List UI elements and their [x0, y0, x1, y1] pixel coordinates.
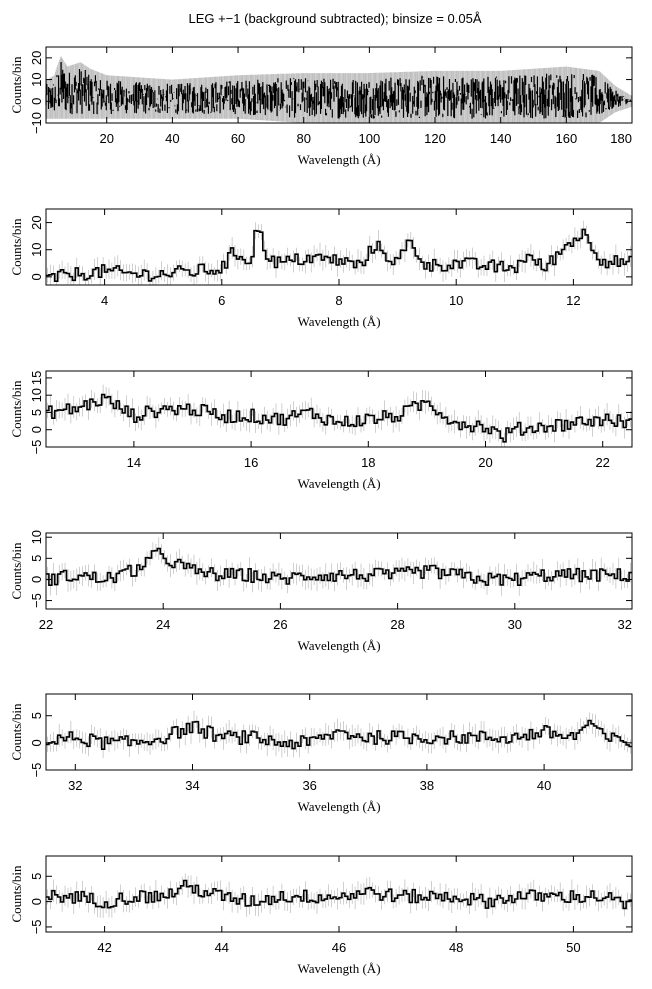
x-tick-label: 80: [296, 131, 310, 146]
y-tick-label: 5: [29, 409, 44, 416]
spectrum-6: [46, 873, 632, 918]
x-tick-label: 60: [231, 131, 245, 146]
y-tick-label: −10: [29, 112, 44, 134]
x-tick-label: 44: [215, 940, 229, 955]
y-tick-label: 0: [29, 576, 44, 583]
x-tick-label: 34: [185, 778, 199, 793]
y-tick-label: 0: [29, 426, 44, 433]
x-tick-label: 40: [537, 778, 551, 793]
error-bars: [47, 873, 631, 918]
y-tick-label: −5: [29, 919, 44, 934]
x-axis-label: Wavelength (Å): [297, 638, 380, 653]
y-tick-label: 0: [29, 98, 44, 105]
x-tick-label: 42: [97, 940, 111, 955]
x-tick-label: 180: [610, 131, 632, 146]
y-axis-label: Counts/bin: [9, 56, 24, 114]
x-tick-label: 50: [566, 940, 580, 955]
plot-frame: [45, 693, 633, 771]
y-tick-label: 0: [29, 739, 44, 746]
panel-4: 22 24 26 28 30 32 −5 0 5 10 Wavelength (Å) Counts/b…: [9, 530, 633, 653]
error-bars: [47, 384, 631, 447]
y-tick-label: 15: [29, 371, 44, 385]
error-bars: [47, 710, 631, 759]
y-tick-label: 10: [29, 242, 44, 256]
x-tick-label: 28: [390, 617, 404, 632]
y-tick-label: 10: [29, 388, 44, 402]
y-tick-label: −5: [29, 593, 44, 608]
y-tick-label: 20: [29, 51, 44, 65]
y-tick-label: −5: [29, 763, 44, 778]
error-bars: [47, 537, 631, 596]
y-tick-label: 0: [29, 273, 44, 280]
x-tick-label: 18: [361, 455, 375, 470]
y-tick-label: 0: [29, 898, 44, 905]
spectrum-2: [46, 220, 632, 285]
panel-2: 4 6 8 10 12 0 10 20 Wavelength (Å) Counts/bin: [9, 208, 633, 329]
x-tick-label: 22: [39, 617, 53, 632]
x-tick-label: 160: [555, 131, 577, 146]
x-tick-label: 12: [566, 293, 580, 308]
x-tick-label: 16: [244, 455, 258, 470]
data-histogram: [46, 228, 632, 282]
data-histogram: [46, 879, 632, 910]
data-histogram: [46, 547, 632, 586]
x-tick-label: 10: [449, 293, 463, 308]
y-tick-label: 10: [29, 530, 44, 544]
x-tick-label: 38: [420, 778, 434, 793]
x-tick-label: 22: [595, 455, 609, 470]
x-axis-label: Wavelength (Å): [297, 799, 380, 814]
y-tick-label: 5: [29, 555, 44, 562]
y-axis-label: Counts/bin: [9, 542, 24, 600]
x-axis-label: Wavelength (Å): [297, 961, 380, 976]
x-tick-label: 20: [99, 131, 113, 146]
spectrum-1: [45, 56, 632, 123]
panel-3: 14 16 18 20 22 −5 0 5 10 15 Wavelength (Å) Counts/b…: [9, 370, 633, 491]
y-axis-label: Counts/bin: [9, 218, 24, 276]
spectrum-5: [46, 710, 632, 759]
x-tick-label: 32: [618, 617, 632, 632]
x-axis-label: Wavelength (Å): [297, 314, 380, 329]
x-axis-label: Wavelength (Å): [297, 152, 380, 167]
y-tick-label: 5: [29, 712, 44, 719]
x-tick-label: 24: [156, 617, 170, 632]
error-bars: [47, 220, 631, 285]
y-axis-label: Counts/bin: [9, 703, 24, 761]
y-tick-label: −5: [29, 440, 44, 455]
x-tick-label: 4: [101, 293, 108, 308]
y-tick-label: 5: [29, 873, 44, 880]
plot-frame: [45, 532, 633, 610]
panel-1: 20 40 60 80 100 120 140 160 180 −10 0 10 20 Wavelengt…: [9, 46, 633, 167]
plot-frame: [45, 370, 633, 448]
x-tick-label: 36: [302, 778, 316, 793]
x-tick-label: 120: [424, 131, 446, 146]
y-axis-label: Counts/bin: [9, 380, 24, 438]
x-tick-label: 30: [508, 617, 522, 632]
panel-6: 42 44 46 48 50 −5 0 5 Wavelength (Å) Counts/bin: [9, 855, 633, 976]
data-histogram: [46, 393, 632, 443]
x-tick-label: 20: [478, 455, 492, 470]
panel-5: 32 34 36 38 40 −5 0 5 Wavelength (Å) Counts/bin: [9, 693, 633, 814]
x-tick-label: 6: [218, 293, 225, 308]
x-tick-label: 46: [332, 940, 346, 955]
x-tick-label: 8: [335, 293, 342, 308]
x-tick-label: 48: [449, 940, 463, 955]
figure-title: LEG +−1 (background subtracted); binsize…: [188, 11, 481, 26]
y-tick-label: 20: [29, 215, 44, 229]
x-tick-label: 40: [165, 131, 179, 146]
x-tick-label: 100: [359, 131, 381, 146]
x-tick-label: 14: [127, 455, 141, 470]
x-tick-label: 32: [68, 778, 82, 793]
data-histogram: [46, 719, 632, 750]
y-tick-label: 10: [29, 72, 44, 86]
x-axis-label: Wavelength (Å): [297, 476, 380, 491]
y-axis-label: Counts/bin: [9, 865, 24, 923]
plot-frame: [45, 46, 633, 124]
spectrum-4: [46, 537, 632, 596]
x-tick-label: 140: [490, 131, 512, 146]
x-tick-label: 26: [273, 617, 287, 632]
spectrum-3: [46, 384, 632, 447]
